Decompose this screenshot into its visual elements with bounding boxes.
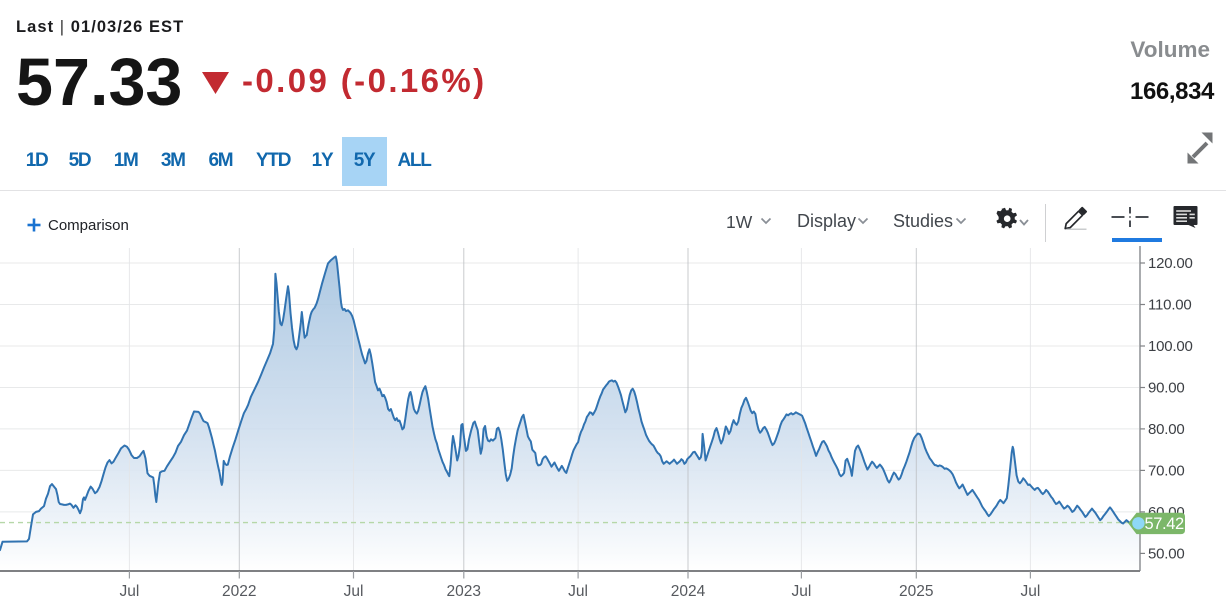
svg-text:110.00: 110.00 bbox=[1148, 297, 1192, 314]
svg-text:100.00: 100.00 bbox=[1148, 338, 1193, 355]
svg-text:2024: 2024 bbox=[671, 583, 706, 600]
svg-text:Jul: Jul bbox=[119, 583, 139, 600]
svg-text:70.00: 70.00 bbox=[1148, 463, 1185, 480]
svg-text:90.00: 90.00 bbox=[1148, 380, 1185, 397]
svg-text:50.00: 50.00 bbox=[1148, 546, 1185, 563]
svg-text:120.00: 120.00 bbox=[1148, 255, 1193, 272]
svg-text:Jul: Jul bbox=[568, 583, 588, 600]
svg-text:2022: 2022 bbox=[222, 583, 256, 600]
svg-text:2025: 2025 bbox=[899, 583, 933, 600]
svg-text:Jul: Jul bbox=[791, 583, 811, 600]
svg-text:Jul: Jul bbox=[1020, 583, 1040, 600]
svg-text:80.00: 80.00 bbox=[1148, 421, 1185, 438]
svg-text:57.42: 57.42 bbox=[1145, 515, 1185, 533]
svg-text:2023: 2023 bbox=[447, 583, 481, 600]
svg-text:Jul: Jul bbox=[344, 583, 364, 600]
